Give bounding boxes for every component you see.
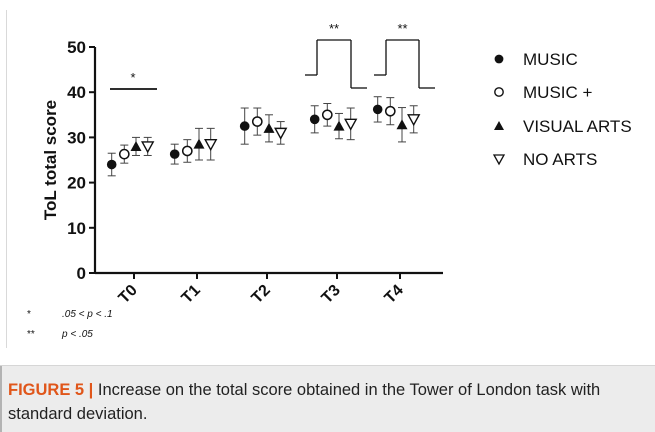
y-tick-label: 10 — [67, 219, 86, 238]
note-text-2: p < .05 — [61, 329, 93, 340]
data-point-music-plus — [251, 116, 263, 127]
significance-bracket-t4-stars: ** — [397, 21, 407, 36]
x-tick-label: T3 — [319, 282, 344, 307]
data-point-music-plus — [181, 145, 193, 157]
data-point-visual-arts — [396, 119, 408, 130]
legend-label: MUSIC + — [523, 83, 593, 102]
legend-marker-visual-arts — [494, 121, 504, 130]
data-point-no-arts — [344, 118, 358, 131]
legend-label: NO ARTS — [523, 150, 597, 169]
y-tick-label: 30 — [67, 128, 86, 147]
data-point-no-arts — [141, 141, 155, 154]
x-tick-label: T1 — [179, 282, 204, 307]
data-point-no-arts — [204, 138, 218, 152]
data-point-music — [309, 114, 320, 125]
figure-caption: FIGURE 5 | Increase on the total score o… — [0, 365, 655, 432]
data-point-music-plus — [384, 105, 396, 117]
data-point-visual-arts — [130, 140, 142, 151]
y-axis-label: ToL total score — [41, 100, 60, 220]
legend-label: MUSIC — [523, 50, 578, 69]
data-point-music — [239, 121, 250, 131]
data-point-no-arts — [407, 114, 421, 127]
note-symbol-2: ** — [27, 329, 35, 340]
data-point-no-arts — [274, 127, 288, 140]
data-point-music-plus — [321, 109, 333, 121]
significance-star-t0: * — [130, 70, 135, 85]
x-tick-label: T2 — [249, 282, 274, 307]
caption-text-block: FIGURE 5 | Increase on the total score o… — [8, 378, 643, 426]
data-point-visual-arts — [263, 122, 275, 133]
significance-bracket-t3-stars: ** — [329, 21, 339, 36]
caption-label: FIGURE 5 | — [8, 381, 94, 399]
y-tick-label: 40 — [67, 83, 86, 102]
y-tick-label: 0 — [77, 264, 86, 283]
note-symbol-1: * — [27, 309, 31, 320]
caption-body: Increase on the total score obtained in … — [8, 381, 601, 423]
data-point-visual-arts — [193, 138, 205, 149]
data-point-music — [106, 159, 117, 170]
legend-label: VISUAL ARTS — [523, 117, 632, 136]
legend-marker-music-plus — [494, 87, 504, 97]
data-point-music-plus — [118, 148, 130, 160]
x-tick-label: T0 — [116, 282, 141, 307]
note-text-1: .05 < p < .1 — [62, 309, 113, 320]
legend-marker-no-arts — [492, 154, 506, 166]
y-tick-label: 50 — [67, 38, 86, 57]
left-rule — [6, 10, 7, 348]
data-point-music — [372, 104, 383, 115]
data-point-visual-arts — [333, 120, 345, 131]
legend-marker-music — [494, 54, 504, 64]
data-point-music — [169, 149, 180, 159]
caption-accent-bar — [0, 366, 2, 432]
x-tick-label: T4 — [382, 282, 407, 307]
y-tick-label: 20 — [67, 174, 86, 193]
